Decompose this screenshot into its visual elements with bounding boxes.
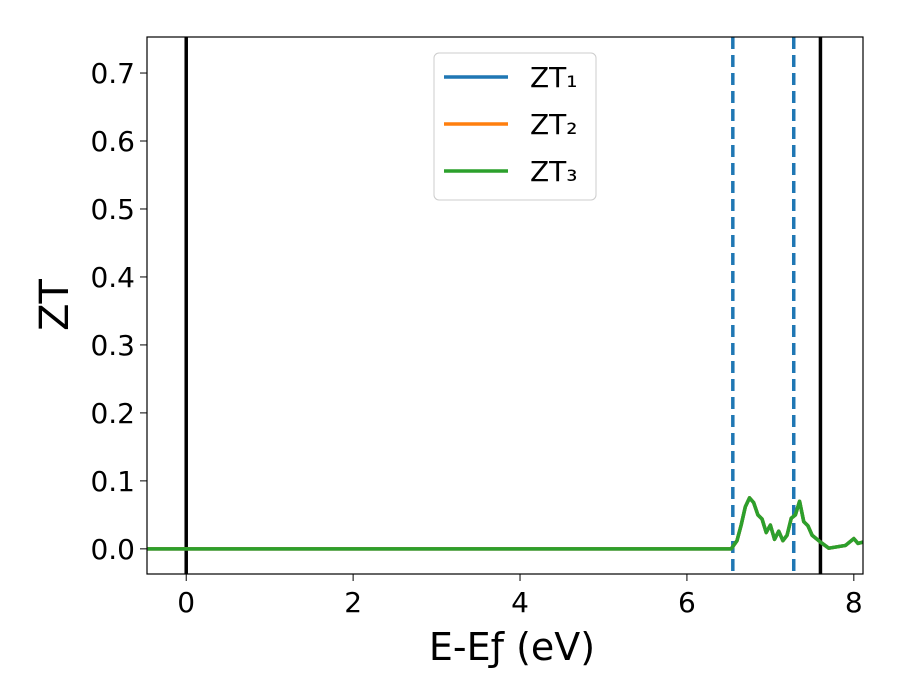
x-axis-label: E-Eƒ (eV): [429, 625, 595, 669]
x-tick-label: 6: [678, 586, 696, 619]
y-tick-label: 0.6: [90, 125, 135, 158]
x-tick-label: 4: [511, 586, 529, 619]
x-tick-label: 2: [344, 586, 362, 619]
y-tick-label: 0.7: [90, 57, 135, 90]
y-tick-label: 0.3: [90, 329, 135, 362]
y-tick-label: 0.1: [90, 465, 135, 498]
plot-frame: [146, 36, 864, 575]
x-tick-label: 8: [845, 586, 863, 619]
y-tick-label: 0.0: [90, 533, 135, 566]
y-tick-label: 0.2: [90, 397, 135, 430]
y-tick-label: 0.4: [90, 261, 135, 294]
legend-label: ZT₃: [530, 155, 578, 188]
legend-box: [433, 52, 597, 201]
legend-label: ZT₂: [530, 108, 578, 141]
y-tick-label: 0.5: [90, 193, 135, 226]
series-line: [147, 496, 863, 551]
x-tick-label: 0: [177, 586, 195, 619]
y-axis-label: ZT: [32, 279, 78, 331]
legend-label: ZT₁: [530, 61, 578, 94]
